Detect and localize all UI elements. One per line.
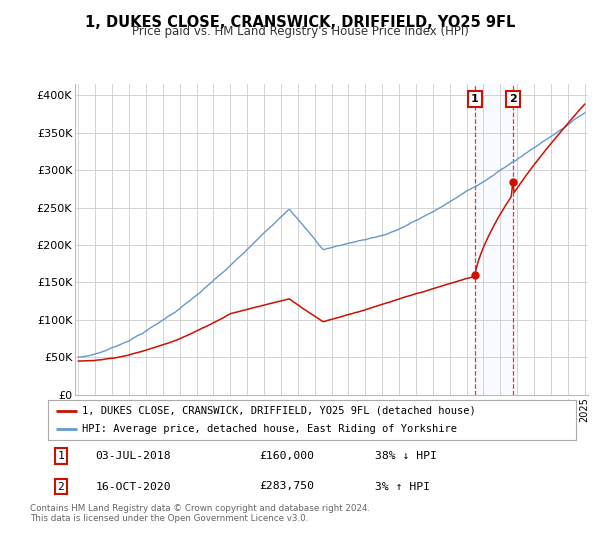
Text: £283,750: £283,750: [259, 482, 314, 492]
Text: 38% ↓ HPI: 38% ↓ HPI: [376, 451, 437, 461]
Text: 3% ↑ HPI: 3% ↑ HPI: [376, 482, 430, 492]
Text: Price paid vs. HM Land Registry's House Price Index (HPI): Price paid vs. HM Land Registry's House …: [131, 25, 469, 38]
Bar: [475, 84, 518, 395]
Text: 1, DUKES CLOSE, CRANSWICK, DRIFFIELD, YO25 9FL: 1, DUKES CLOSE, CRANSWICK, DRIFFIELD, YO…: [85, 15, 515, 30]
Text: 2: 2: [58, 482, 64, 492]
Text: 1: 1: [58, 451, 64, 461]
Text: £160,000: £160,000: [259, 451, 314, 461]
Text: 03-JUL-2018: 03-JUL-2018: [95, 451, 171, 461]
Text: HPI: Average price, detached house, East Riding of Yorkshire: HPI: Average price, detached house, East…: [82, 424, 457, 434]
Text: 1: 1: [471, 94, 479, 104]
Text: 16-OCT-2020: 16-OCT-2020: [95, 482, 171, 492]
Text: 2: 2: [509, 94, 517, 104]
Text: Contains HM Land Registry data © Crown copyright and database right 2024.
This d: Contains HM Land Registry data © Crown c…: [30, 504, 370, 524]
Text: 1, DUKES CLOSE, CRANSWICK, DRIFFIELD, YO25 9FL (detached house): 1, DUKES CLOSE, CRANSWICK, DRIFFIELD, YO…: [82, 406, 476, 416]
